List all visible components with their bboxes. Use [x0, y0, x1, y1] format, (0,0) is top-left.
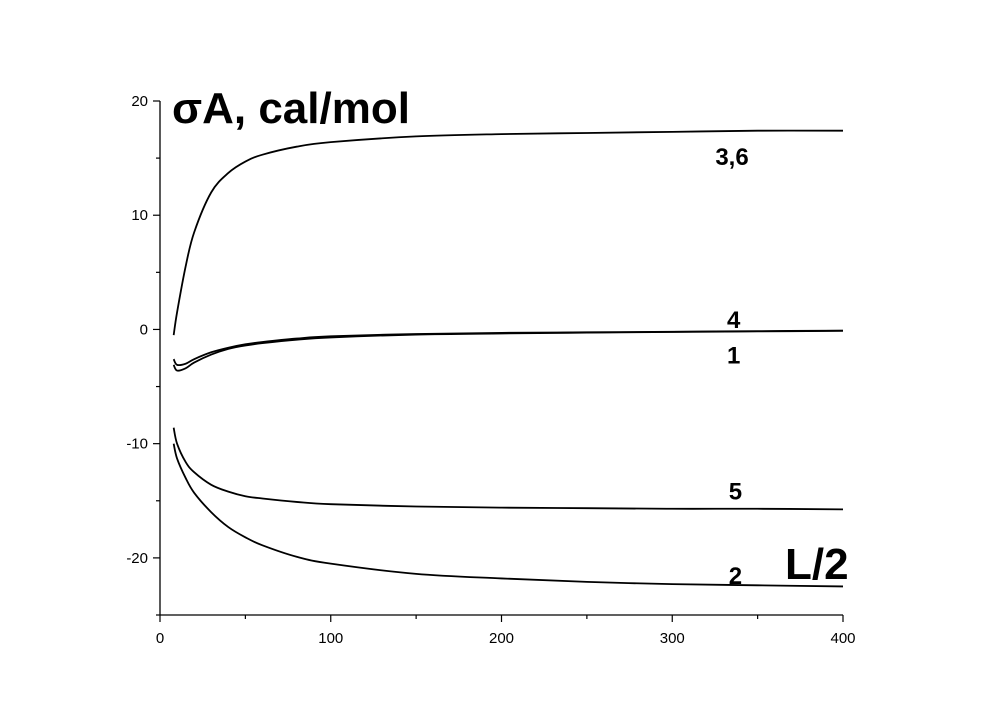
x-tick-label: 200 — [489, 630, 514, 647]
y-tick-label: 10 — [131, 207, 148, 224]
series-line-5 — [172, 427, 844, 511]
series-line-3-6 — [172, 129, 844, 336]
x-tick-label: 400 — [830, 630, 855, 647]
y-tick-label: 20 — [131, 93, 148, 110]
curve-label: 5 — [729, 478, 742, 505]
axes — [159, 101, 843, 616]
series-line-4 — [172, 329, 844, 367]
series-line-1 — [172, 329, 844, 372]
curve-label: 3,6 — [715, 144, 748, 171]
curve-label: 4 — [727, 307, 741, 334]
curves — [172, 129, 844, 588]
x-axis-title: L/2 — [785, 540, 849, 589]
x-tick-label: 300 — [660, 630, 685, 647]
y-tick-label: 0 — [140, 321, 148, 338]
x-tick-label: 0 — [156, 630, 164, 647]
series-line-2 — [172, 443, 844, 588]
y-axis-title: σA, cal/mol — [172, 84, 410, 133]
x-tick-label: 100 — [318, 630, 343, 647]
y-tick-label: -20 — [126, 550, 148, 567]
curve-labels: 3,6 4 1 5 2 — [715, 144, 748, 590]
curve-label: 2 — [729, 563, 742, 590]
curve-label: 1 — [727, 343, 740, 370]
y-tick-label: -10 — [126, 436, 148, 453]
